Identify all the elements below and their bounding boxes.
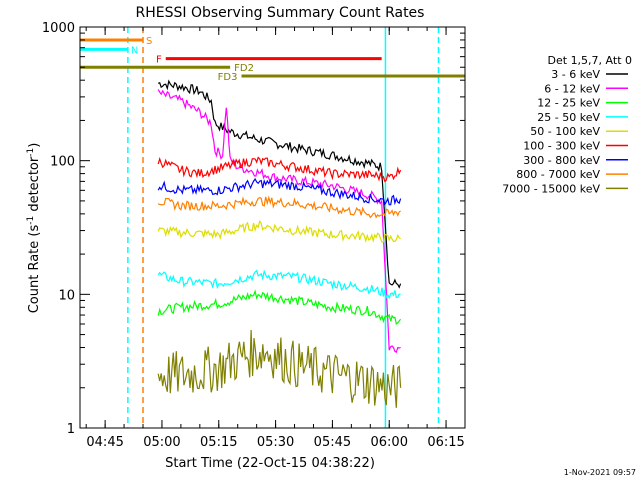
series-line bbox=[157, 269, 401, 300]
y-tick-label: 10 bbox=[58, 288, 75, 303]
legend-entry-label: 25 - 50 keV bbox=[537, 111, 600, 124]
series-line bbox=[157, 156, 402, 183]
annotation-label: F bbox=[156, 55, 162, 66]
y-tick-label: 100 bbox=[50, 155, 75, 170]
series-line bbox=[158, 79, 402, 289]
x-tick-label: 06:00 bbox=[371, 435, 408, 450]
x-tick-label: 04:45 bbox=[86, 435, 123, 450]
legend-entry-label: 50 - 100 keV bbox=[530, 125, 600, 138]
x-tick-label: 05:45 bbox=[314, 435, 351, 450]
series-line bbox=[157, 89, 401, 354]
series-line bbox=[157, 177, 402, 206]
series-line bbox=[157, 289, 402, 325]
x-tick-label: 05:30 bbox=[257, 435, 294, 450]
x-tick-label: 05:15 bbox=[200, 435, 237, 450]
x-tick-label: 05:00 bbox=[143, 435, 180, 450]
series-line bbox=[157, 219, 401, 243]
legend-entry-label: 12 - 25 keV bbox=[537, 97, 600, 110]
legend-entry-label: 6 - 12 keV bbox=[544, 82, 600, 95]
timestamp: 1-Nov-2021 09:57 bbox=[564, 468, 636, 477]
y-tick-label: 1 bbox=[67, 422, 75, 437]
series-line bbox=[157, 195, 401, 219]
chart-title: RHESSI Observing Summary Count Rates bbox=[136, 5, 425, 21]
annotation-label: S bbox=[146, 36, 152, 47]
y-axis-label: Count Rate (s-1 detector-1) bbox=[26, 143, 42, 314]
plot-frame bbox=[79, 26, 466, 429]
legend-entry-label: 7000 - 15000 keV bbox=[502, 182, 600, 195]
legend-title: Det 1,5,7, Att 0 bbox=[548, 54, 632, 67]
legend-entry-label: 300 - 800 keV bbox=[523, 154, 600, 167]
legend-entry-label: 3 - 6 keV bbox=[551, 68, 600, 81]
annotation-label: FD2 bbox=[234, 63, 254, 74]
x-axis-label: Start Time (22-Oct-15 04:38:22) bbox=[165, 456, 375, 471]
legend-entry-label: 800 - 7000 keV bbox=[516, 168, 600, 181]
annotation-label: FD3 bbox=[218, 72, 238, 83]
legend-entry-label: 100 - 300 keV bbox=[523, 140, 600, 153]
y-tick-label: 1000 bbox=[42, 21, 75, 36]
series-line bbox=[157, 329, 402, 408]
annotation-label: N bbox=[131, 45, 138, 56]
x-tick-label: 06:15 bbox=[427, 435, 464, 450]
